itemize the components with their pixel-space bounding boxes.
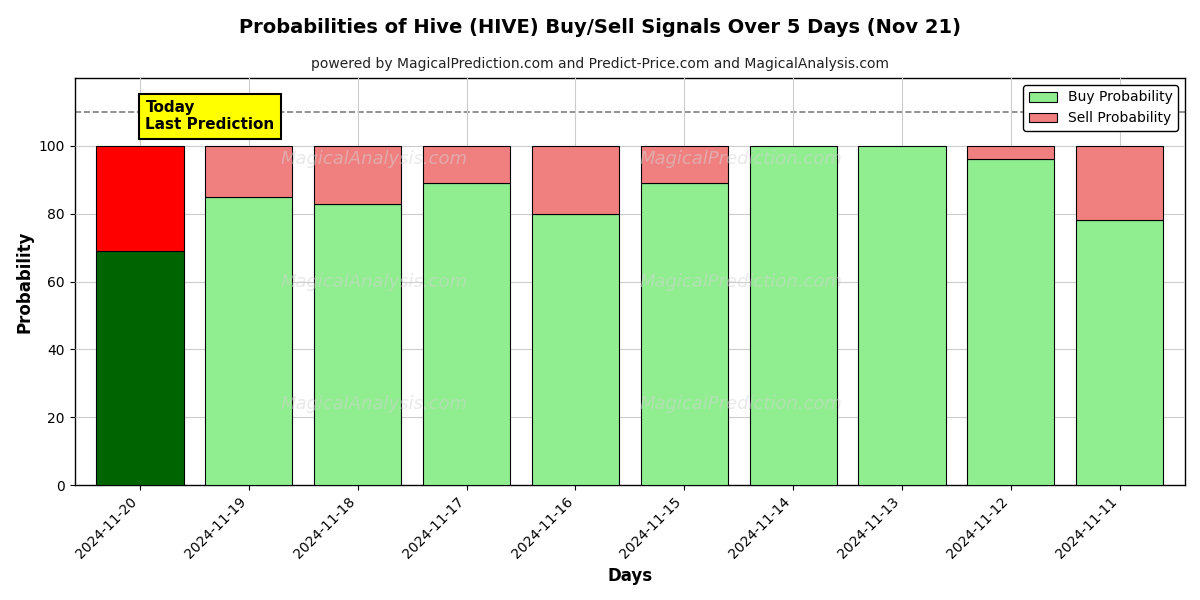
Text: Today
Last Prediction: Today Last Prediction <box>145 100 275 133</box>
X-axis label: Days: Days <box>607 567 653 585</box>
Bar <box>641 146 727 183</box>
Bar <box>750 146 836 485</box>
Y-axis label: Probability: Probability <box>16 230 34 333</box>
Bar <box>1076 146 1163 220</box>
Text: MagicalPrediction.com: MagicalPrediction.com <box>640 395 842 413</box>
Text: MagicalAnalysis.com: MagicalAnalysis.com <box>281 395 468 413</box>
Bar <box>422 183 510 485</box>
Bar <box>858 146 946 485</box>
Bar <box>967 160 1055 485</box>
Bar <box>314 203 401 485</box>
Text: MagicalAnalysis.com: MagicalAnalysis.com <box>281 272 468 290</box>
Legend: Buy Probability, Sell Probability: Buy Probability, Sell Probability <box>1024 85 1178 131</box>
Text: MagicalAnalysis.com: MagicalAnalysis.com <box>281 151 468 169</box>
Text: MagicalPrediction.com: MagicalPrediction.com <box>640 151 842 169</box>
Bar <box>422 146 510 183</box>
Bar <box>96 251 184 485</box>
Text: Probabilities of Hive (HIVE) Buy/Sell Signals Over 5 Days (Nov 21): Probabilities of Hive (HIVE) Buy/Sell Si… <box>239 18 961 37</box>
Bar <box>967 146 1055 160</box>
Bar <box>1076 220 1163 485</box>
Bar <box>532 214 619 485</box>
Bar <box>205 146 293 197</box>
Text: MagicalPrediction.com: MagicalPrediction.com <box>640 272 842 290</box>
Bar <box>96 146 184 251</box>
Text: powered by MagicalPrediction.com and Predict-Price.com and MagicalAnalysis.com: powered by MagicalPrediction.com and Pre… <box>311 57 889 71</box>
Bar <box>314 146 401 203</box>
Bar <box>205 197 293 485</box>
Bar <box>641 183 727 485</box>
Bar <box>532 146 619 214</box>
